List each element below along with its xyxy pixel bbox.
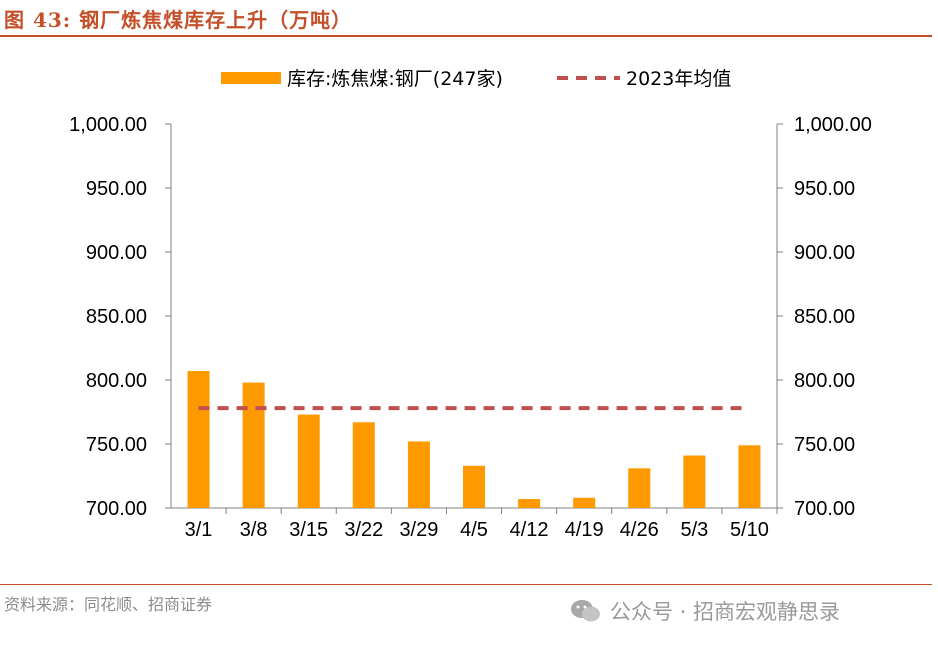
x-tick-label: 4/5 [460,519,488,541]
bar [242,382,265,508]
bar [352,422,375,508]
bar [628,468,651,508]
bar [573,497,596,508]
legend-label-average: 2023年均值 [626,68,731,90]
x-tick-label: 3/29 [399,519,438,541]
x-tick-label: 3/8 [240,519,268,541]
bar [463,465,485,508]
watermark-text: 公众号 · 招商宏观静思录 [610,600,841,624]
chart-bars [187,371,761,508]
x-tick-label: 3/15 [289,519,328,541]
bar-chart: 库存:炼焦煤:钢厂(247家) 2023年均值 1,000.00 1,000.00… [69,68,872,541]
y-tick-label-right: 750.00 [794,434,855,456]
x-tick-label: 3/22 [344,519,383,541]
y-tick-label-left: 900.00 [86,242,147,264]
x-tick-label: 4/19 [565,519,604,541]
y-tick-label-right: 700.00 [794,498,855,520]
x-tick-label: 5/10 [730,519,769,541]
bar [683,455,706,508]
bar [297,414,320,508]
y-tick-label-left: 700.00 [86,498,147,520]
chart-tick-labels: 1,000.00 1,000.00 950.00 950.00 900.00 900.00… [69,114,872,541]
y-tick-label-left: 950.00 [86,178,147,200]
watermark: 公众号 · 招商宏观静思录 [570,596,840,626]
x-tick-label: 3/1 [185,519,213,541]
legend-label-inventory: 库存:炼焦煤:钢厂(247家) [287,68,503,90]
bar [738,445,761,508]
bar [518,499,541,508]
chart-legend: 库存:炼焦煤:钢厂(247家) 2023年均值 [221,68,731,90]
wechat-icon [571,600,600,622]
x-tick-label: 4/12 [510,519,549,541]
y-tick-label-right: 1,000.00 [794,114,872,136]
bar [187,371,210,508]
y-tick-label-left: 1,000.00 [69,114,147,136]
x-tick-label: 5/3 [680,519,708,541]
y-tick-label-right: 800.00 [794,370,855,392]
legend-swatch-inventory [221,72,281,84]
y-tick-label-left: 800.00 [86,370,147,392]
y-tick-label-right: 900.00 [794,242,855,264]
y-tick-label-right: 850.00 [794,306,855,328]
source-note: 资料来源：同花顺、招商证券 [4,595,213,614]
figure-title: 图 43: 钢厂炼焦煤库存上升（万吨） [4,8,353,32]
y-tick-label-left: 750.00 [86,434,147,456]
title-divider [0,35,932,37]
y-tick-label-left: 850.00 [86,306,147,328]
y-tick-label-right: 950.00 [794,178,855,200]
bar [407,441,430,508]
footer-divider [0,584,932,585]
x-tick-label: 4/26 [620,519,659,541]
